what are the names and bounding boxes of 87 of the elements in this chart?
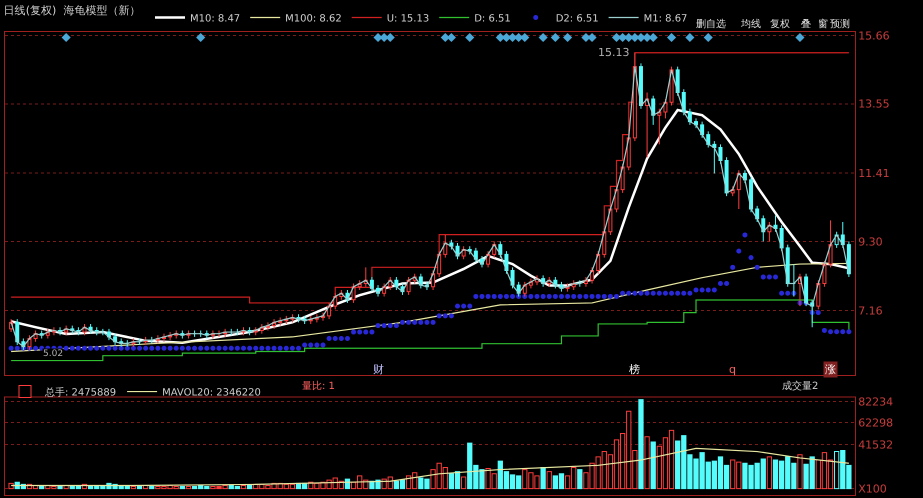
candlestick [602, 228, 606, 258]
candlestick [774, 215, 778, 232]
text: 窗 [818, 18, 828, 30]
candlestick [645, 92, 650, 158]
annotation: 涨 [825, 363, 836, 376]
candlestick [449, 239, 454, 250]
y-tick-label: 41532 [858, 438, 894, 452]
candlestick [742, 170, 747, 184]
y-tick-label: 7.16 [858, 304, 883, 318]
candlestick [406, 276, 411, 296]
legend-label: M10: 8.47 [190, 13, 240, 24]
bar [766, 456, 772, 490]
candlestick [522, 281, 527, 297]
bar [540, 466, 546, 490]
candlestick [370, 276, 374, 292]
bar [577, 469, 582, 490]
bar [186, 486, 192, 490]
y-tick-label: 9.30 [858, 235, 883, 248]
y-tick-label: 11.41 [858, 166, 890, 180]
candlestick [106, 328, 111, 341]
legend-label: D: 6.51 [474, 13, 511, 24]
candlestick [828, 220, 833, 268]
annotation: 15.13 [598, 46, 630, 59]
candlestick [688, 108, 692, 126]
candlestick [100, 328, 105, 336]
candlestick [712, 140, 716, 174]
candlestick [816, 280, 820, 310]
candlestick [761, 215, 766, 242]
bar [460, 476, 466, 490]
candlestick [510, 266, 515, 289]
y-tick-label: 82234 [858, 395, 894, 408]
legend-label: M100: 8.62 [285, 13, 342, 24]
line-series [10, 448, 850, 486]
candlestick [676, 66, 680, 96]
candlestick [498, 240, 502, 258]
candlestick [437, 250, 442, 278]
text: 量比: 1 [302, 380, 335, 392]
candlestick [474, 247, 478, 263]
candlestick [749, 176, 754, 213]
bar [638, 399, 644, 490]
bar [149, 486, 154, 490]
candlestick [846, 240, 851, 278]
candlestick [694, 118, 698, 129]
chart-title: 日线(复权) 海龟模型（新） [4, 4, 140, 17]
text: 成交量2 [782, 380, 818, 392]
bar [650, 442, 656, 490]
legend-label: 总手: 2475889 [44, 386, 116, 398]
candlestick [578, 280, 582, 288]
candlestick [229, 328, 234, 336]
annotation: 5.02 [43, 349, 64, 359]
legend-label: U: 15.13 [386, 13, 430, 24]
text: 删自选 [696, 18, 726, 30]
candlestick [235, 328, 240, 336]
bar [180, 486, 185, 490]
text: 复权 [770, 18, 790, 30]
candlestick [327, 302, 332, 320]
bar [546, 471, 552, 490]
legend-label: D2: 6.51 [556, 13, 599, 24]
candlestick [614, 186, 619, 213]
y-tick-label: 15.66 [858, 29, 890, 42]
text: 预测 [830, 18, 850, 30]
candlestick [504, 250, 508, 274]
bar [644, 436, 650, 490]
annotation: 财 [373, 363, 384, 376]
bar [240, 484, 246, 490]
candlestick [486, 250, 490, 268]
candlestick [700, 121, 704, 138]
candlestick [822, 260, 826, 288]
candlestick [736, 170, 741, 210]
annotation: 榜 [629, 363, 640, 376]
y-tick-label: 13.55 [858, 98, 890, 111]
text: 均线 [740, 18, 761, 30]
candlestick [418, 273, 423, 289]
legend-label: M1: 8.67 [644, 13, 688, 24]
text: 叠 [801, 19, 811, 30]
candlestick [657, 108, 662, 145]
y-tick-label: X100 [858, 482, 887, 496]
candlestick [590, 266, 594, 284]
bar [246, 484, 252, 490]
candlestick [780, 224, 784, 252]
bar [130, 486, 136, 490]
annotation: q [729, 363, 736, 376]
candlestick [608, 205, 612, 236]
y-tick-label: 62298 [858, 416, 894, 430]
legend-label: MAVOL20: 2346220 [162, 387, 261, 398]
bar [797, 454, 803, 490]
candlestick [682, 88, 686, 116]
